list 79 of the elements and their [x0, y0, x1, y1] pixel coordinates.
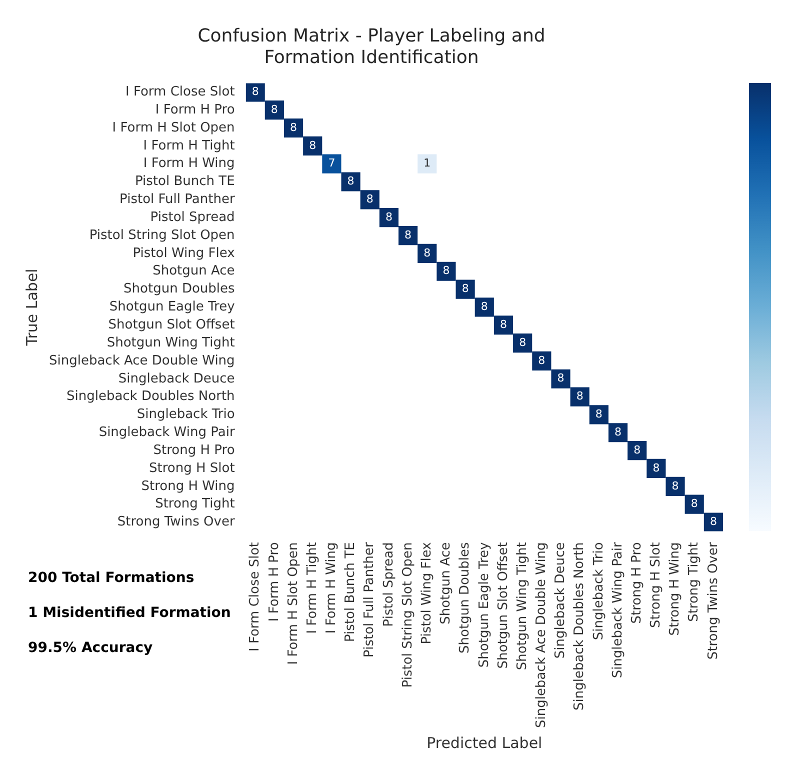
- x-tick-label: Strong H Pro: [629, 542, 644, 624]
- x-tick-label: Shotgun Wing Tight: [514, 542, 530, 670]
- data-label: 8: [442, 264, 450, 278]
- y-tick-label: Pistol Wing Flex: [132, 246, 236, 261]
- y-tick-label: Singleback Doubles North: [66, 389, 235, 404]
- y-tick-label: Pistol Bunch TE: [134, 174, 235, 190]
- x-tick-label: Pistol Spread: [381, 542, 396, 627]
- data-label: 8: [500, 318, 507, 331]
- text: 200 Total Formations: [28, 570, 196, 586]
- y-tick-label: Singleback Trio: [136, 407, 235, 422]
- x-tick-label: Strong H Wing: [668, 542, 683, 636]
- x-tick-label: Shotgun Ace: [438, 542, 454, 624]
- x-tick-label: Singleback Deuce: [553, 542, 568, 659]
- data-label: 8: [557, 372, 564, 385]
- data-label: 8: [652, 461, 660, 474]
- data-label: 8: [690, 497, 698, 510]
- data-label: 8: [252, 85, 259, 98]
- y-tick-label: Shotgun Slot Offset: [108, 317, 235, 332]
- y-tick-label: Strong Twins Over: [117, 514, 236, 530]
- y-axis-title: True Label: [22, 268, 41, 347]
- y-tick-label: Strong Tight: [155, 496, 235, 512]
- y-tick-label: Shotgun Wing Tight: [106, 335, 235, 350]
- x-tick-label: Shotgun Slot Offset: [496, 542, 511, 669]
- y-tick-label: Shotgun Doubles: [124, 282, 236, 297]
- x-tick-label: Strong Twins Over: [706, 542, 721, 660]
- data-label: 8: [672, 479, 679, 492]
- x-tick-label: Pistol String Slot Open: [400, 542, 416, 688]
- x-tick-label: I Form H Tight: [304, 542, 320, 634]
- data-label: 8: [538, 354, 546, 367]
- text: 99.5% Accuracy: [28, 640, 154, 656]
- y-tick-label: Strong H Wing: [141, 478, 235, 494]
- data-label: 8: [634, 443, 641, 456]
- data-label: 8: [366, 192, 374, 206]
- data-label: 7: [328, 156, 336, 170]
- data-label: 8: [576, 390, 584, 403]
- data-label: 8: [290, 120, 298, 134]
- x-tick-label: Shotgun Doubles: [458, 542, 473, 654]
- x-tick-label: Strong Tight: [686, 542, 702, 622]
- x-axis-title: Predicted Label: [426, 734, 542, 752]
- y-tick-label: I Form H Pro: [155, 102, 235, 118]
- data-label: 8: [309, 138, 316, 152]
- y-tick-label: I Form H Wing: [143, 156, 235, 172]
- y-tick-label: Strong H Pro: [153, 442, 235, 458]
- data-label: 8: [404, 228, 412, 242]
- y-tick-label: Pistol Full Panther: [120, 192, 236, 208]
- data-label: 8: [710, 515, 717, 528]
- y-tick-label: Pistol String Slot Open: [89, 228, 235, 243]
- y-tick-label: Pistol Spread: [150, 210, 235, 225]
- data-label: 8: [270, 102, 278, 116]
- y-tick-label: I Form H Tight: [143, 138, 235, 154]
- y-tick-label: Singleback Deuce: [118, 371, 235, 386]
- x-tick-label: Pistol Wing Flex: [420, 542, 435, 644]
- data-label: 8: [519, 336, 526, 349]
- x-tick-label: Strong H Slot: [648, 542, 664, 628]
- y-tick-label: I Form H Slot Open: [112, 120, 235, 136]
- data-label: 8: [595, 408, 602, 421]
- data-label: 8: [347, 174, 354, 188]
- x-tick-label: I Form H Wing: [324, 542, 340, 634]
- y-tick-label: I Form Close Slot: [125, 84, 235, 100]
- x-tick-label: Singleback Doubles North: [572, 542, 588, 711]
- y-tick-label: Singleback Wing Pair: [98, 425, 236, 440]
- x-tick-label: Singleback Wing Pair: [610, 542, 626, 678]
- x-tick-label: Shotgun Eagle Trey: [476, 542, 492, 668]
- y-tick-label: Singleback Ace Double Wing: [48, 353, 235, 368]
- text: 1 Misidentified Formation: [28, 605, 231, 621]
- data-label: 1: [424, 156, 431, 170]
- x-tick-label: Singleback Ace Double Wing: [534, 542, 550, 728]
- data-label: 8: [480, 300, 488, 314]
- data-label: 8: [385, 210, 392, 224]
- y-tick-label: Shotgun Ace: [152, 264, 235, 279]
- y-tick-label: Strong H Slot: [148, 460, 235, 476]
- chart-title: Confusion Matrix - Player Labeling and Formation Identification: [198, 25, 546, 68]
- data-label: 8: [614, 426, 622, 438]
- data-label: 8: [424, 246, 431, 260]
- y-tick-label: Shotgun Eagle Trey: [109, 300, 236, 315]
- data-label: 8: [462, 282, 469, 296]
- x-tick-label: Pistol Bunch TE: [343, 542, 358, 642]
- x-tick-label: Singleback Trio: [591, 542, 606, 640]
- x-tick-label: Pistol Full Panther: [362, 542, 378, 658]
